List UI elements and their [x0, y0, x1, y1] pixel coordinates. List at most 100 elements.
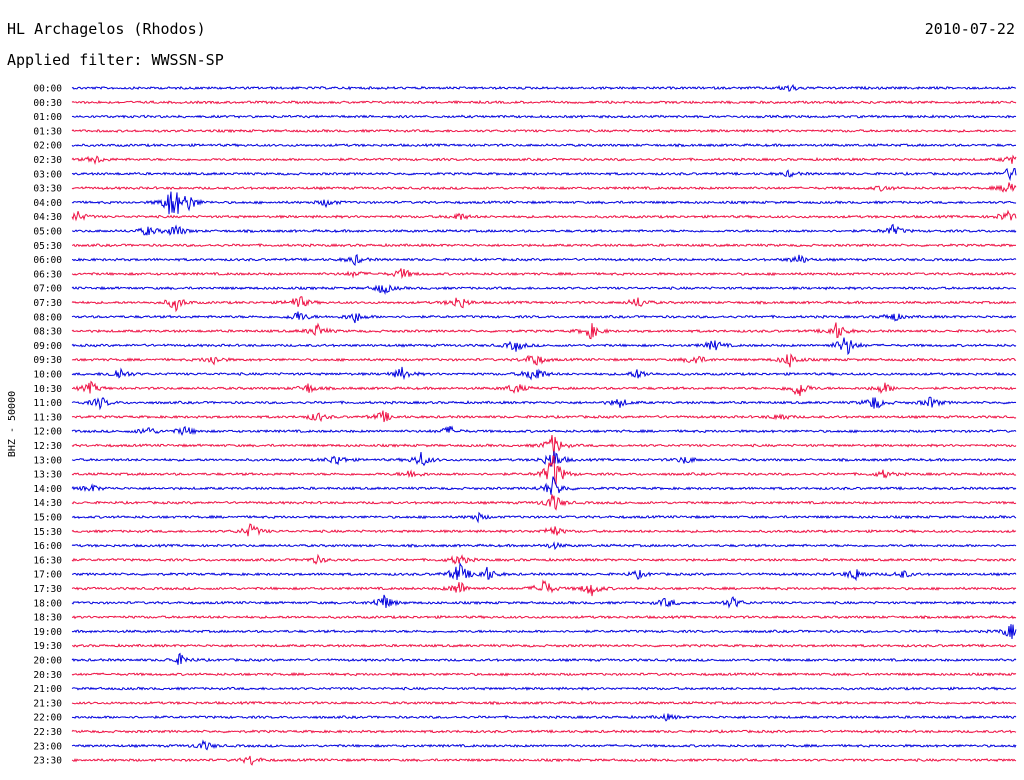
seismic-trace	[71, 154, 1017, 166]
seismic-trace	[71, 739, 1017, 751]
time-tick-label: 09:30	[33, 355, 62, 366]
seismic-trace	[71, 614, 1017, 620]
seismic-trace	[71, 455, 1017, 487]
time-tick-label: 00:00	[33, 84, 62, 95]
time-tick-label: 20:00	[33, 656, 62, 667]
seismic-trace	[71, 579, 1017, 597]
seismic-trace	[71, 700, 1017, 706]
seismic-trace	[71, 494, 1017, 511]
time-tick-label: 15:00	[33, 513, 62, 524]
time-tick-label: 04:00	[33, 198, 62, 209]
seismic-trace	[71, 311, 1017, 324]
seismic-trace	[71, 624, 1017, 640]
seismic-trace	[71, 268, 1017, 280]
seismic-trace	[71, 142, 1017, 148]
seismic-trace	[72, 561, 1017, 582]
seismic-trace	[71, 84, 1017, 92]
time-tick-label: 23:00	[33, 741, 62, 752]
station-title: HL Archagelos (Rhodos)	[7, 20, 206, 38]
time-tick-label: 11:30	[33, 412, 62, 423]
time-tick-label: 22:30	[33, 727, 62, 738]
time-tick-label: 14:00	[33, 484, 62, 495]
seismic-trace	[71, 541, 1017, 551]
seismic-trace	[71, 353, 1017, 368]
time-tick-label: 16:30	[33, 555, 62, 566]
time-tick-label: 08:30	[33, 327, 62, 338]
seismic-trace	[71, 476, 1017, 495]
time-tick-label: 17:00	[33, 570, 62, 581]
seismic-trace	[71, 755, 1017, 766]
time-tick-label: 18:00	[33, 598, 62, 609]
time-tick-label: 15:30	[33, 527, 62, 538]
date-label: 2010-07-22	[924, 20, 1015, 38]
seismic-trace	[71, 366, 1017, 381]
time-tick-label: 00:30	[33, 98, 62, 109]
time-tick-label: 12:00	[33, 427, 62, 438]
time-tick-label: 10:30	[33, 384, 62, 395]
time-tick-label: 21:00	[33, 684, 62, 695]
time-tick-label: 07:30	[33, 298, 62, 309]
seismic-trace	[71, 167, 1017, 182]
seismic-trace	[71, 296, 1017, 313]
seismic-trace	[71, 284, 1017, 295]
time-tick-label: 23:30	[33, 756, 62, 767]
seismic-trace	[71, 652, 1017, 665]
seismic-trace	[71, 128, 1017, 134]
seismic-trace	[71, 435, 1017, 457]
seismic-trace	[71, 396, 1017, 411]
time-tick-label: 20:30	[33, 670, 62, 681]
time-tick-label: 19:00	[33, 627, 62, 638]
seismic-trace	[71, 594, 1017, 609]
seismic-trace	[71, 182, 1017, 193]
time-tick-label: 16:00	[33, 541, 62, 552]
seismic-trace	[71, 410, 1017, 423]
seismic-trace	[72, 242, 1017, 248]
seismic-trace	[71, 671, 1017, 677]
time-tick-label: 05:30	[33, 241, 62, 252]
time-tick-label: 14:30	[33, 498, 62, 509]
time-tick-label: 12:30	[33, 441, 62, 452]
seismic-trace	[72, 223, 1017, 236]
seismic-trace	[71, 114, 1017, 119]
time-tick-label: 05:00	[33, 227, 62, 238]
time-tick-label: 13:30	[33, 470, 62, 481]
time-tick-label: 06:00	[33, 255, 62, 266]
seismic-trace	[72, 643, 1017, 649]
seismic-trace	[71, 553, 1017, 565]
seismic-trace	[71, 99, 1017, 105]
time-tick-label: 04:30	[33, 212, 62, 223]
filter-label: Applied filter: WWSSN-SP	[7, 51, 224, 69]
seismic-trace	[71, 337, 1017, 356]
seismic-trace	[71, 209, 1017, 222]
seismic-trace	[71, 523, 1017, 537]
seismic-trace	[71, 686, 1017, 691]
time-tick-label: 13:00	[33, 455, 62, 466]
time-tick-label: 19:30	[33, 641, 62, 652]
time-tick-label: 18:30	[33, 613, 62, 624]
seismic-trace	[71, 425, 1017, 437]
seismic-trace	[71, 712, 1017, 722]
time-tick-label: 07:00	[33, 284, 62, 295]
time-tick-label: 22:00	[33, 713, 62, 724]
seismic-trace	[71, 729, 1017, 734]
time-tick-label: 06:30	[33, 269, 62, 280]
time-tick-label: 01:30	[33, 126, 62, 137]
time-tick-label: 10:00	[33, 370, 62, 381]
seismic-trace	[72, 253, 1017, 267]
time-tick-label: 08:00	[33, 312, 62, 323]
time-tick-label: 09:00	[33, 341, 62, 352]
time-tick-label: 03:30	[33, 184, 62, 195]
seismic-trace	[71, 191, 1017, 215]
seismic-trace	[71, 322, 1017, 340]
seismic-trace	[71, 380, 1017, 397]
time-tick-label: 01:00	[33, 112, 62, 123]
y-axis-label: BHZ - 50000	[7, 391, 18, 457]
time-tick-label: 03:00	[33, 169, 62, 180]
seismic-trace	[71, 451, 1017, 467]
time-tick-label: 02:30	[33, 155, 62, 166]
time-tick-label: 21:30	[33, 698, 62, 709]
time-tick-label: 17:30	[33, 584, 62, 595]
time-tick-label: 02:00	[33, 141, 62, 152]
seismic-trace	[71, 511, 1017, 524]
